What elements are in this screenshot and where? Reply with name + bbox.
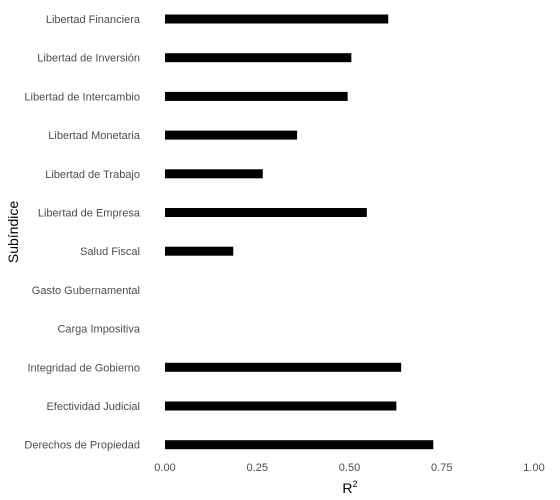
category-label: Libertad Financiera	[46, 14, 141, 26]
x-tick-label: 0.50	[339, 462, 360, 474]
bars	[165, 14, 434, 450]
bar	[165, 440, 434, 450]
bar	[165, 362, 402, 372]
bar	[165, 53, 352, 63]
x-tick-label: 0.75	[431, 462, 452, 474]
category-label: Carga Impositiva	[57, 324, 140, 336]
bar	[165, 14, 389, 24]
category-label: Integridad de Gobierno	[27, 362, 140, 374]
y-axis-title: Subíndice	[5, 201, 21, 263]
category-label: Libertad de Inversión	[37, 53, 140, 65]
category-label: Libertad de Trabajo	[45, 169, 140, 181]
category-label: Efectividad Judicial	[46, 401, 140, 413]
bar	[165, 169, 263, 179]
x-tick-label: 1.00	[523, 462, 544, 474]
x-axis-title: R2	[342, 479, 357, 496]
bar	[165, 130, 298, 140]
category-label: Libertad de Empresa	[38, 208, 141, 220]
category-label: Libertad Monetaria	[48, 130, 141, 142]
bar	[165, 208, 367, 217]
bar	[165, 401, 397, 411]
bar	[165, 246, 234, 256]
category-label: Libertad de Intercambio	[24, 91, 140, 103]
category-label: Gasto Gubernamental	[32, 285, 140, 297]
category-label: Salud Fiscal	[80, 246, 140, 258]
x-axis-title-superscript: 2	[353, 479, 358, 489]
bar	[165, 91, 348, 101]
x-axis-title-main: R	[342, 480, 352, 496]
x-tick-label: 0.25	[247, 462, 268, 474]
x-tick-labels: 0.00 0.25 0.50 0.75 1.00	[154, 462, 544, 474]
category-labels: Libertad Financiera Libertad de Inversión…	[24, 14, 140, 452]
x-tick-label: 0.00	[154, 462, 175, 474]
category-label: Derechos de Propiedad	[24, 440, 140, 452]
